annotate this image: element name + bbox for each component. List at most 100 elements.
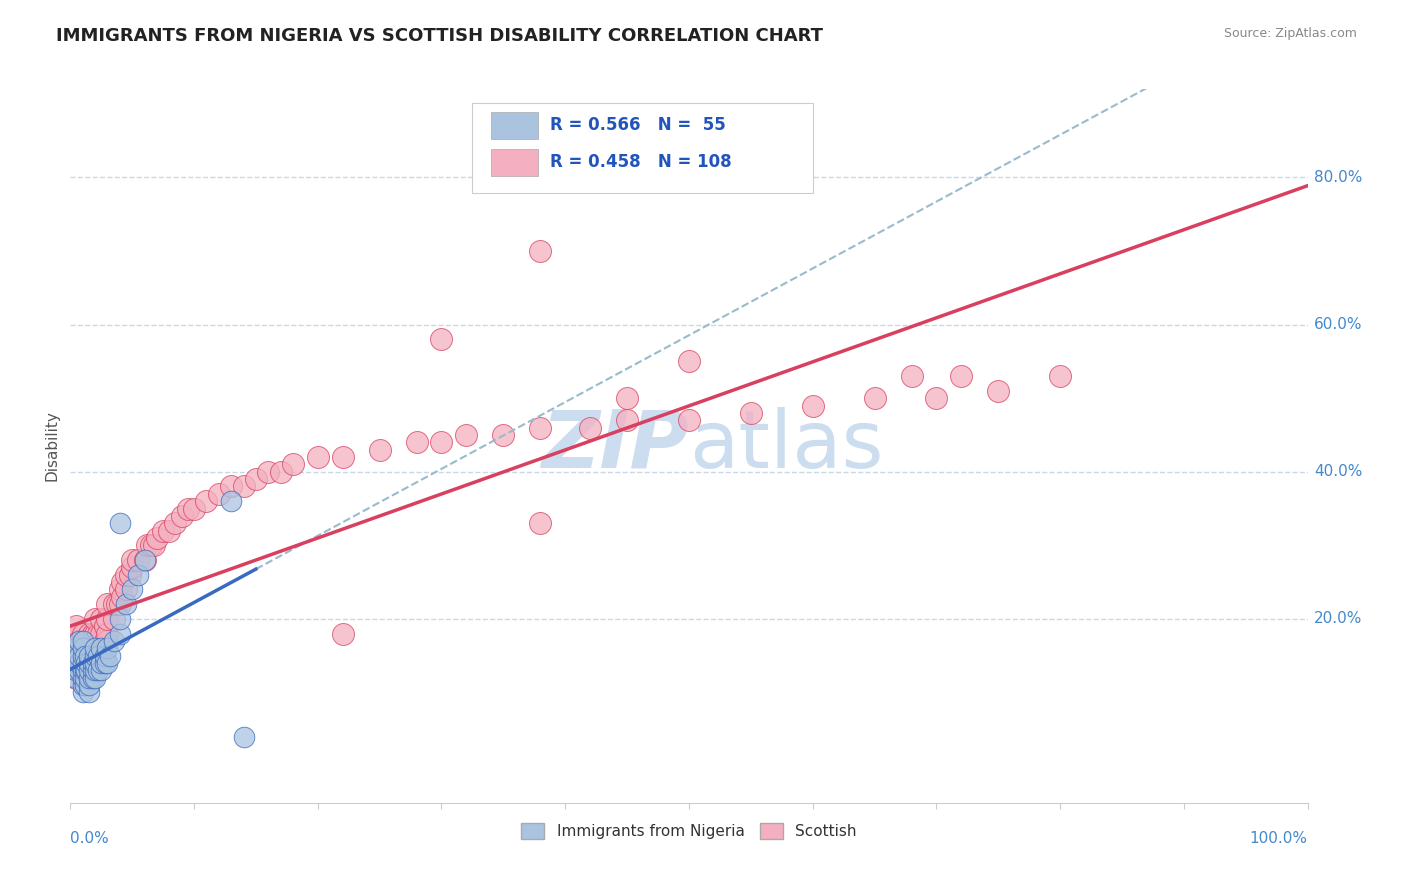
Text: atlas: atlas [689,407,883,485]
Point [139,538,162,552]
Point [678,413,700,427]
Point [84,656,107,670]
Point [307,450,329,464]
Point [90,656,112,670]
Point [82,648,104,663]
Point [152,524,174,538]
Point [82,664,104,678]
Point [65,619,87,633]
Point [65,664,87,678]
Point [75,656,97,670]
Point [94,634,117,648]
Point [65,671,87,685]
Point [67,648,90,663]
Point [136,538,159,552]
Point [94,648,117,663]
Point [69,648,91,663]
Point [121,560,143,574]
Point [208,487,231,501]
Point [157,524,180,538]
Point [98,648,121,663]
Point [740,406,762,420]
Point [77,656,100,670]
Point [65,656,87,670]
Point [75,671,97,685]
Point [82,671,104,685]
Point [105,597,128,611]
Point [165,516,187,531]
Point [96,641,118,656]
Point [84,612,107,626]
Point [65,664,87,678]
Point [67,634,90,648]
Point [127,553,149,567]
Point [75,656,97,670]
Point [108,612,131,626]
Text: 0.0%: 0.0% [70,831,110,847]
Point [75,656,97,670]
Y-axis label: Disability: Disability [44,410,59,482]
Point [529,244,551,258]
Point [456,428,478,442]
Point [65,634,87,648]
Text: 60.0%: 60.0% [1313,318,1362,332]
Point [529,516,551,531]
Text: 40.0%: 40.0% [1313,464,1362,479]
Point [146,531,169,545]
Point [75,648,97,663]
Point [1049,369,1071,384]
Point [77,641,100,656]
Point [111,590,134,604]
Point [77,678,100,692]
Point [368,442,391,457]
FancyBboxPatch shape [472,103,813,193]
Point [90,641,112,656]
Point [270,465,292,479]
Point [75,648,97,663]
Point [127,567,149,582]
Point [84,634,107,648]
Point [121,553,143,567]
Point [801,399,824,413]
Point [332,450,354,464]
Point [529,420,551,434]
Text: 80.0%: 80.0% [1313,170,1362,185]
Point [103,612,125,626]
Point [65,641,87,656]
Point [134,553,156,567]
Point [96,612,118,626]
Point [65,648,87,663]
Text: R = 0.566   N =  55: R = 0.566 N = 55 [550,116,725,134]
Text: IMMIGRANTS FROM NIGERIA VS SCOTTISH DISABILITY CORRELATION CHART: IMMIGRANTS FROM NIGERIA VS SCOTTISH DISA… [56,27,824,45]
Point [65,626,87,640]
Point [84,664,107,678]
Text: 100.0%: 100.0% [1250,831,1308,847]
Point [115,597,138,611]
Point [84,641,107,656]
Point [82,656,104,670]
Point [72,641,94,656]
Point [77,671,100,685]
Point [950,369,973,384]
Point [616,391,638,405]
Point [75,641,97,656]
Point [72,664,94,678]
Point [103,597,125,611]
Text: Source: ZipAtlas.com: Source: ZipAtlas.com [1223,27,1357,40]
Point [67,664,90,678]
Point [72,656,94,670]
Point [77,664,100,678]
Point [75,664,97,678]
Point [103,634,125,648]
Point [84,648,107,663]
Point [170,508,193,523]
Point [77,671,100,685]
Point [72,626,94,640]
Point [492,428,515,442]
Point [69,656,91,670]
Text: R = 0.458   N = 108: R = 0.458 N = 108 [550,153,733,171]
Point [84,671,107,685]
Point [77,664,100,678]
Point [108,597,131,611]
Point [72,671,94,685]
